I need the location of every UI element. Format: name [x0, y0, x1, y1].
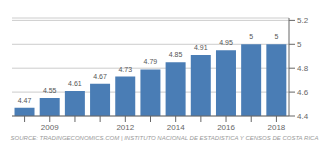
- svg-text:2018: 2018: [268, 123, 286, 132]
- svg-text:2012: 2012: [116, 123, 134, 132]
- svg-text:4.91: 4.91: [194, 44, 208, 51]
- svg-text:2014: 2014: [167, 123, 185, 132]
- svg-text:5: 5: [249, 33, 253, 40]
- svg-text:4.73: 4.73: [118, 66, 132, 73]
- svg-text:4.55: 4.55: [43, 87, 57, 94]
- svg-text:4.85: 4.85: [169, 51, 183, 58]
- svg-text:5: 5: [274, 33, 278, 40]
- svg-text:5.2: 5.2: [297, 16, 309, 25]
- svg-text:4.79: 4.79: [144, 58, 158, 65]
- svg-text:4.67: 4.67: [93, 73, 107, 80]
- svg-text:4.61: 4.61: [68, 80, 82, 87]
- svg-text:2009: 2009: [41, 123, 59, 132]
- svg-text:4.47: 4.47: [18, 97, 32, 104]
- svg-text:4.6: 4.6: [297, 88, 309, 97]
- svg-text:2016: 2016: [217, 123, 235, 132]
- svg-text:4.4: 4.4: [297, 112, 309, 121]
- html-text:SOURCE: TRADINGECONOMICS.COM |: SOURCE: TRADINGECONOMICS.COM | INSTITUTO…: [10, 135, 319, 141]
- svg-text:4.95: 4.95: [219, 39, 233, 46]
- svg-text:4.8: 4.8: [297, 64, 309, 73]
- svg-text:5: 5: [297, 40, 302, 49]
